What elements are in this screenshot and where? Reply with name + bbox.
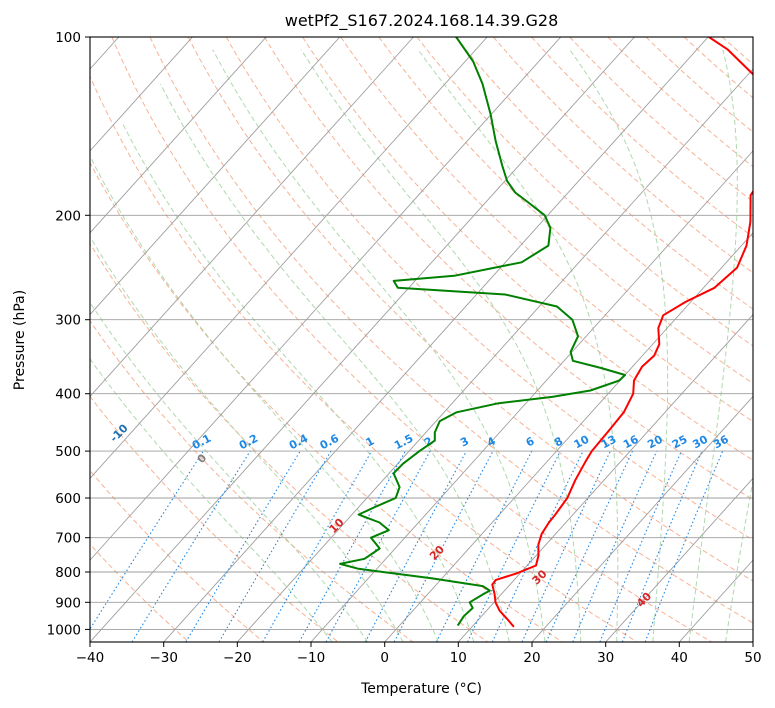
dry-adiabat [607,37,753,168]
x-tick-label: 10 [450,650,467,666]
moist-adiabat [122,123,475,642]
x-tick-label: −10 [297,650,326,666]
isotherm [236,68,753,642]
moist-adiabat [688,49,738,642]
isotherm [163,37,709,642]
background-lines [90,37,753,642]
isotherm [457,313,753,642]
y-tick-label: 800 [55,565,81,581]
isotherm [310,150,753,642]
dry-adiabat [90,161,563,642]
isotherm [90,37,635,642]
axis-ticks: −40 −30 −20 −10 0 10 20 30 40 50 100 200 300 400 500 60… [47,30,762,666]
dry-adiabat [90,320,414,642]
y-tick-label: 300 [55,313,81,329]
mixing-ratio-line [435,450,533,642]
moist-adiabat [569,49,669,642]
dry-adiabat [454,37,753,310]
dry-adiabat [264,37,753,501]
dry-adiabat [493,37,753,274]
mixing-ratio-line [131,450,251,642]
x-tick-label: 50 [744,650,761,666]
dry-adiabat [225,37,753,541]
y-tick-label: 700 [55,531,81,547]
moist-adiabat [90,301,369,642]
x-tick-label: −20 [223,650,252,666]
dry-adiabat [340,37,753,423]
moist-adiabat [90,235,404,642]
mixing-ratio-line [621,450,703,642]
chart-title: wetPf2_S167.2024.168.14.39.G28 [285,11,559,31]
moist-adiabat [300,49,582,642]
moist-adiabat [90,358,333,642]
y-tick-label: 100 [55,30,81,46]
isotherm [90,37,267,234]
isotherm [90,37,193,152]
isotherm [90,37,414,398]
isotherm [605,477,753,642]
mixing-ratio-label: 20 [645,433,665,452]
x-tick-label: 0 [380,650,389,666]
mixing-ratio-line [545,450,633,642]
x-tick-label: 30 [597,650,614,666]
dry-adiabat [378,37,753,384]
dewpoint-profile [339,37,626,627]
mixing-ratio-line [572,450,658,642]
x-tick-label: 40 [671,650,688,666]
x-tick-label: −30 [149,650,178,666]
dry-adiabat [302,37,753,461]
dry-adiabat [569,37,753,203]
y-tick-label: 500 [55,444,81,460]
isotherm [531,395,753,642]
moist-adiabat [725,477,753,642]
x-tick-label: 20 [523,650,540,666]
mixing-ratio-label: 30 [690,433,710,452]
temperature-profile [491,37,753,628]
isotherm [384,232,753,642]
dry-adiabat [90,242,488,642]
mixing-ratio-label: 16 [621,433,641,452]
y-tick-label: 400 [55,387,81,403]
dry-adiabat [111,37,712,642]
dry-adiabat [90,395,339,642]
x-tick-label: −40 [76,650,105,666]
mixing-ratio-label: 25 [670,433,690,452]
mixing-ratio-line [325,450,431,642]
y-tick-label: 200 [55,208,81,224]
dry-adiabat [149,37,753,624]
profiles [339,37,753,628]
y-tick-label: 1000 [47,622,81,638]
y-tick-label: 900 [55,595,81,611]
isotherm [90,37,488,480]
isotherm [90,37,562,561]
mixing-ratio-line [90,450,204,630]
mixing-ratio-line [599,450,682,642]
y-tick-label: 600 [55,491,81,507]
y-axis-label: Pressure (hPa) [12,290,28,390]
mixing-ratio-line [644,450,724,642]
x-axis-label: Temperature (°C) [360,681,482,697]
moist-adiabat [160,83,510,642]
mixing-ratio-label: 10 [572,433,592,452]
mixing-ratio-label: 36 [711,433,731,452]
mixing-ratio-line [364,450,467,642]
dry-adiabat [187,37,753,582]
plot-frame [89,36,754,643]
isotherm [90,37,341,316]
moist-adiabat [212,49,546,642]
